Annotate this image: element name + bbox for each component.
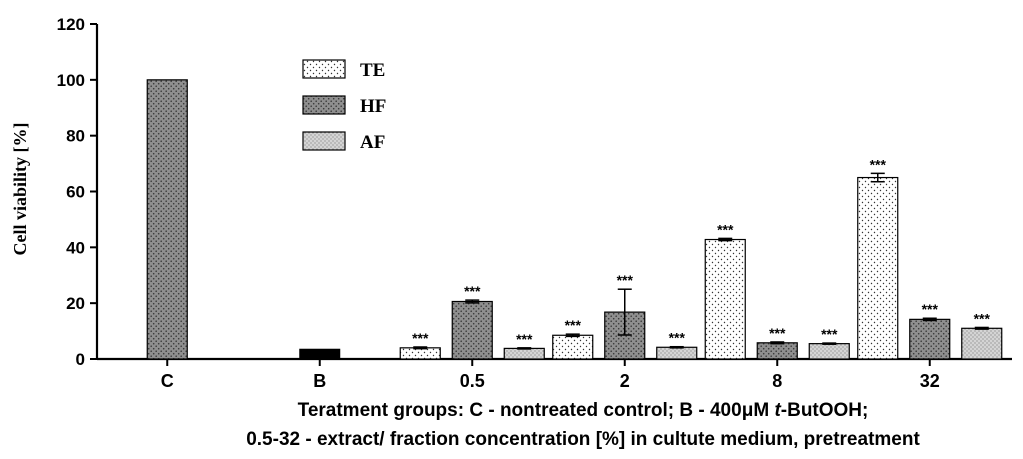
- bar-TE-32: [857, 176, 899, 360]
- significance-label: ***: [669, 330, 686, 346]
- significance-label: ***: [617, 272, 634, 288]
- legend-swatch-HF: [302, 95, 346, 115]
- x-tick-label-0.5: 0.5: [460, 371, 485, 391]
- significance-label: ***: [821, 326, 838, 342]
- x-axis-title-line2: 0.5-32 - extract/ fraction concentration…: [246, 429, 920, 450]
- x-tick-label-32: 32: [920, 371, 940, 391]
- legend-label-AF: AF: [360, 132, 385, 153]
- y-tick-label: 60: [66, 183, 85, 202]
- legend-swatch-AF: [302, 131, 346, 151]
- bar-HF-8: [756, 342, 798, 360]
- bar-AF-2: [656, 346, 698, 360]
- bar-TE-8: [704, 238, 746, 360]
- axes: 0 20 40 60 80 100 120 C B 0.5 2 8 32: [57, 15, 1012, 391]
- significance-label: ***: [412, 330, 429, 346]
- legend-label-TE: TE: [360, 60, 385, 81]
- bar-TE-2: [552, 334, 594, 360]
- y-tick-label: 120: [57, 15, 85, 34]
- bars-group: *** *** *** *** *** *** *** *** *** *** *** ***: [146, 79, 1003, 360]
- x-tick-label-C: C: [161, 371, 174, 391]
- bar-AF-8: [808, 343, 850, 360]
- significance-label: ***: [922, 301, 939, 317]
- significance-label: ***: [516, 331, 533, 347]
- bar-HF-C: [146, 79, 188, 360]
- bar-TE-0.5: [399, 347, 441, 360]
- x-axis-title-line1: Teratment groups: C - nontreated control…: [298, 400, 869, 421]
- y-tick-label: 80: [66, 127, 85, 146]
- significance-label: ***: [464, 283, 481, 299]
- bar-HF-32: [909, 318, 951, 360]
- y-tick-label: 20: [66, 294, 85, 313]
- bar-AF-32: [961, 327, 1003, 360]
- y-axis-title: Cell viability [%]: [10, 123, 30, 256]
- significance-label: ***: [769, 325, 786, 341]
- bar-control-B: [299, 348, 341, 360]
- legend: TE HF AF: [302, 59, 386, 153]
- significance-label: ***: [565, 317, 582, 333]
- y-tick-label: 0: [76, 350, 85, 369]
- y-tick-label: 40: [66, 238, 85, 257]
- bar-HF-0.5: [451, 300, 493, 360]
- y-tick-label: 100: [57, 71, 85, 90]
- legend-swatch-TE: [302, 59, 346, 79]
- x-tick-label-B: B: [313, 371, 326, 391]
- significance-label: ***: [974, 310, 991, 326]
- x-tick-label-2: 2: [620, 371, 630, 391]
- x-tick-label-8: 8: [772, 371, 782, 391]
- bar-AF-0.5: [503, 347, 545, 360]
- significance-label: ***: [870, 156, 887, 172]
- significance-label: ***: [717, 221, 734, 237]
- legend-label-HF: HF: [360, 96, 386, 117]
